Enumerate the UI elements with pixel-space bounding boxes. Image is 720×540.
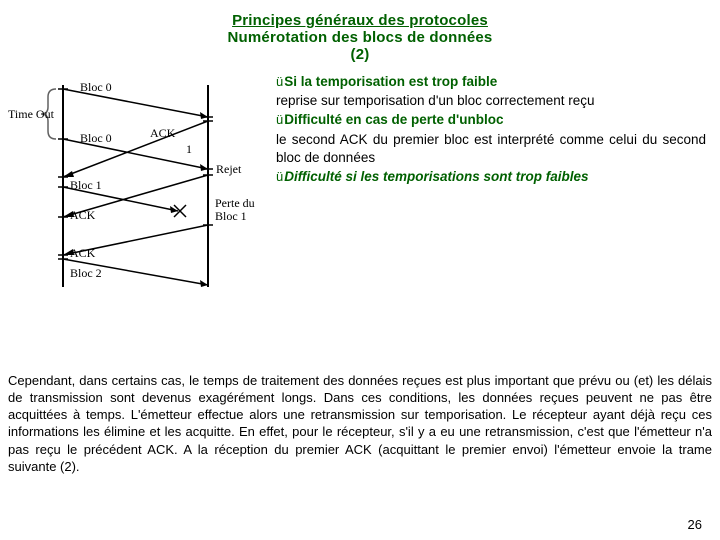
- diagram-label-bloc0a: Bloc 0: [80, 80, 112, 94]
- bullet-3: üDifficulté si les temporisations sont t…: [276, 168, 706, 186]
- bullet-1-head: Si la temporisation est trop faible: [284, 74, 497, 89]
- diagram-label-bloc1: Bloc 1: [70, 178, 102, 192]
- diagram-label-ackb: ACK: [70, 246, 96, 260]
- check-icon: ü: [276, 74, 283, 89]
- page-number: 26: [688, 517, 702, 532]
- diagram-label-perte-2: Bloc 1: [215, 209, 247, 223]
- diagram-label-one: 1: [186, 142, 192, 156]
- title-line1: Principes généraux des protocoles: [8, 12, 712, 29]
- title-line3: (2): [8, 46, 712, 63]
- check-icon: ü: [276, 169, 283, 184]
- bullets-block: üSi la temporisation est trop faible rep…: [268, 73, 712, 298]
- check-icon: ü: [276, 112, 283, 127]
- bullet-1: üSi la temporisation est trop faible: [276, 73, 706, 91]
- bullet-2: üDifficulté en cas de perte d'unbloc: [276, 111, 706, 129]
- diagram-label-bloc2: Bloc 2: [70, 266, 102, 280]
- bullet-1-body: reprise sur temporisation d'un bloc corr…: [276, 92, 706, 110]
- mid-row: Time Out Bloc 0 Bloc 0 ACK 1 Rejet Bloc …: [8, 73, 712, 298]
- diagram-label-acka: ACK: [70, 208, 96, 222]
- bullet-2-head: Difficulté en cas de perte d'unbloc: [284, 112, 503, 127]
- bullet-2-body: le second ACK du premier bloc est interp…: [276, 131, 706, 167]
- diagram-label-bloc0b: Bloc 0: [80, 131, 112, 145]
- bullet-3-head: Difficulté si les temporisations sont tr…: [284, 169, 588, 184]
- diagram-label-ack: ACK: [150, 126, 176, 140]
- title-line2: Numérotation des blocs de données: [8, 29, 712, 46]
- title-block: Principes généraux des protocoles Numéro…: [8, 12, 712, 63]
- diagram-label-perte-1: Perte du: [215, 196, 255, 210]
- diagram-label-rejet: Rejet: [216, 162, 242, 176]
- slide-root: Principes généraux des protocoles Numéro…: [0, 0, 720, 540]
- body-paragraph: Cependant, dans certains cas, le temps d…: [8, 372, 712, 475]
- diagram-label-timeout: Time Out: [8, 107, 55, 121]
- sequence-diagram: Time Out Bloc 0 Bloc 0 ACK 1 Rejet Bloc …: [8, 73, 268, 298]
